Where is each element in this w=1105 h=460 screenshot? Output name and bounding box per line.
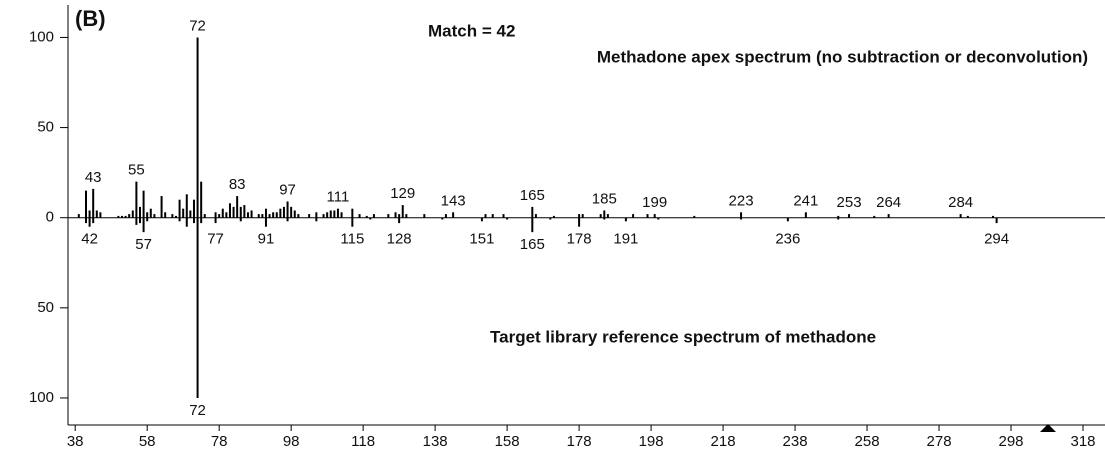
x-tick-label: 238 (783, 433, 808, 450)
peak-label: 43 (85, 169, 102, 186)
peak-label: 236 (775, 231, 800, 248)
x-tick-label: 158 (495, 433, 520, 450)
x-tick-label: 78 (211, 433, 228, 450)
peak-label: 42 (81, 231, 98, 248)
peak-label: 294 (984, 231, 1009, 248)
series-label: Methadone apex spectrum (no subtraction … (597, 47, 1088, 66)
peak-label: 111 (327, 189, 350, 206)
annotation: Match = 42 (428, 21, 515, 40)
x-tick-label: 138 (423, 433, 448, 450)
x-tick-label: 218 (711, 433, 736, 450)
peak-label: 77 (207, 231, 224, 248)
y-tick-label: 100 (29, 389, 54, 406)
peak-label: 253 (837, 194, 862, 211)
peak-label: 165 (520, 187, 545, 204)
chart-title: (B) (75, 6, 106, 31)
y-tick-label: 50 (37, 119, 54, 136)
peak-label: 91 (258, 231, 275, 248)
peak-label: 72 (189, 402, 206, 419)
x-tick-label: 318 (1070, 433, 1095, 450)
x-tick-label: 298 (999, 433, 1024, 450)
y-tick-label: 50 (37, 299, 54, 316)
peak-label: 165 (520, 236, 545, 253)
peak-label: 128 (387, 231, 412, 248)
x-tick-label: 178 (567, 433, 592, 450)
peak-label: 97 (279, 181, 296, 198)
x-tick-label: 38 (67, 433, 84, 450)
peak-label: 72 (189, 17, 206, 34)
x-tick-label: 258 (855, 433, 880, 450)
x-tick-label: 98 (283, 433, 300, 450)
peak-label: 199 (642, 194, 667, 211)
peak-label: 83 (229, 176, 246, 193)
peak-label: 284 (948, 194, 973, 211)
x-tick-label: 278 (927, 433, 952, 450)
peak-label: 129 (390, 185, 415, 202)
peak-label: 115 (340, 231, 364, 248)
series-label: Target library reference spectrum of met… (490, 327, 876, 346)
marker (1040, 424, 1056, 432)
peak-label: 264 (876, 194, 901, 211)
peak-label: 178 (567, 231, 592, 248)
peak-label: 185 (592, 190, 617, 207)
x-tick-label: 118 (351, 433, 375, 450)
peak-label: 191 (613, 231, 638, 248)
peak-label: 223 (729, 192, 754, 209)
x-tick-label: 58 (139, 433, 156, 450)
peak-label: 241 (793, 192, 818, 209)
y-tick-label: 0 (46, 209, 54, 226)
peak-label: 57 (135, 236, 152, 253)
y-tick-label: 100 (29, 28, 54, 45)
peak-label: 143 (441, 192, 466, 209)
x-tick-label: 198 (639, 433, 664, 450)
peak-label: 55 (128, 162, 145, 179)
peak-label: 151 (469, 231, 494, 248)
